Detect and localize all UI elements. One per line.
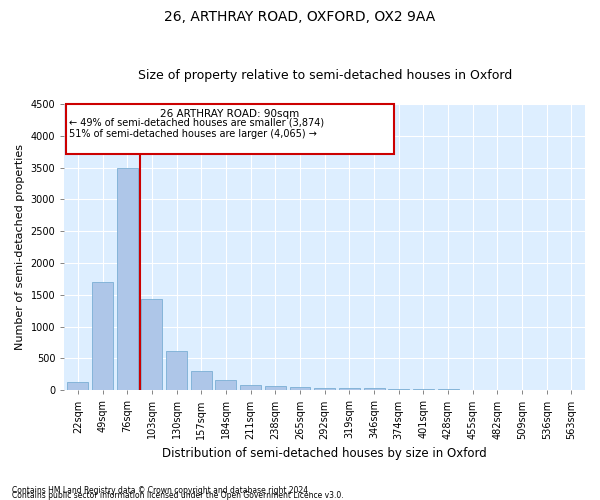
Text: Contains HM Land Registry data © Crown copyright and database right 2024.: Contains HM Land Registry data © Crown c… — [12, 486, 311, 495]
Text: 51% of semi-detached houses are larger (4,065) →: 51% of semi-detached houses are larger (… — [69, 130, 317, 140]
Bar — [142, 300, 163, 390]
Bar — [339, 388, 360, 390]
FancyBboxPatch shape — [65, 104, 394, 154]
Text: Contains public sector information licensed under the Open Government Licence v3: Contains public sector information licen… — [12, 491, 344, 500]
X-axis label: Distribution of semi-detached houses by size in Oxford: Distribution of semi-detached houses by … — [162, 447, 487, 460]
Bar — [67, 382, 88, 390]
Bar — [92, 282, 113, 391]
Bar — [364, 388, 385, 390]
Text: 26 ARTHRAY ROAD: 90sqm: 26 ARTHRAY ROAD: 90sqm — [160, 109, 299, 119]
Bar — [166, 351, 187, 391]
Bar — [290, 387, 310, 390]
Bar — [314, 388, 335, 390]
Bar — [388, 388, 409, 390]
Bar — [191, 371, 212, 390]
Bar — [413, 389, 434, 390]
Text: ← 49% of semi-detached houses are smaller (3,874): ← 49% of semi-detached houses are smalle… — [69, 118, 325, 128]
Bar — [117, 168, 138, 390]
Title: Size of property relative to semi-detached houses in Oxford: Size of property relative to semi-detach… — [137, 69, 512, 82]
Bar — [240, 384, 261, 390]
Bar — [215, 380, 236, 390]
Bar — [265, 386, 286, 390]
Text: 26, ARTHRAY ROAD, OXFORD, OX2 9AA: 26, ARTHRAY ROAD, OXFORD, OX2 9AA — [164, 10, 436, 24]
Y-axis label: Number of semi-detached properties: Number of semi-detached properties — [15, 144, 25, 350]
